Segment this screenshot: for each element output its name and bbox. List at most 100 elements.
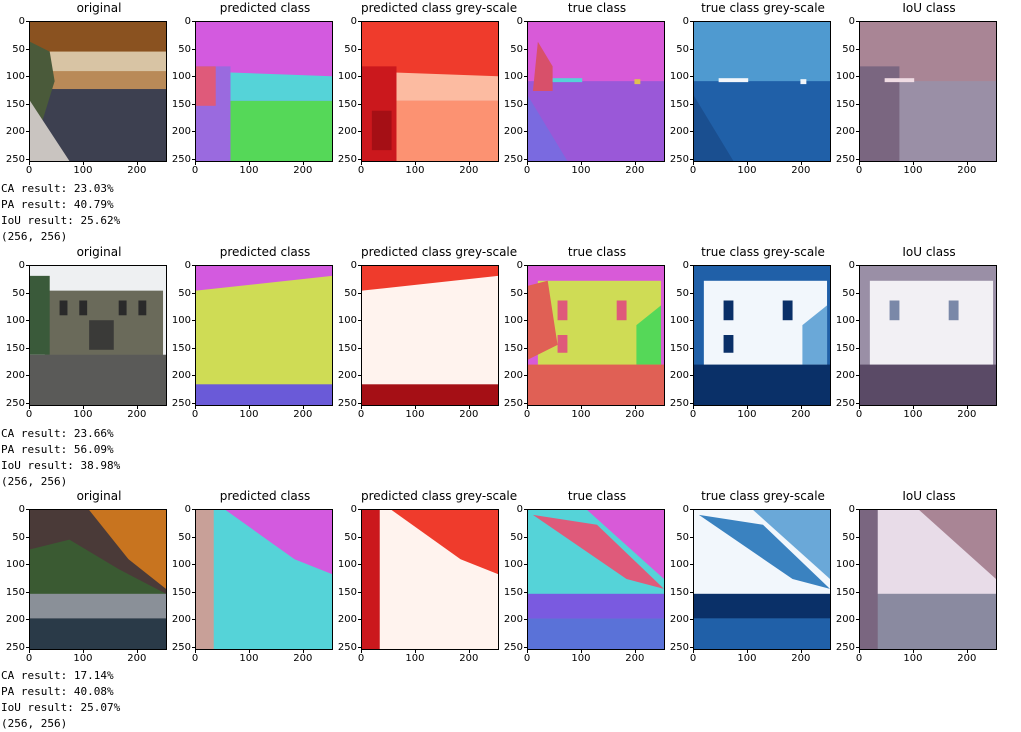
- x-tick-mark: [29, 650, 30, 653]
- y-tick-label: 50: [510, 287, 523, 299]
- panel-original: original 0 50 100 150 200 250 0 100 200: [6, 489, 175, 664]
- y-tick-label: 0: [350, 16, 357, 27]
- y-tick-mark: [690, 347, 693, 349]
- y-tick-mark: [690, 591, 693, 593]
- y-tick-mark: [524, 48, 527, 50]
- x-tick-mark: [82, 162, 84, 165]
- shape-result: (256, 256): [1, 475, 68, 488]
- y-tick-label: 200: [835, 126, 855, 138]
- y-tick-mark: [856, 536, 859, 538]
- y-tick-mark: [358, 347, 361, 349]
- y-tick-mark: [856, 564, 859, 566]
- y-tick-label: 50: [510, 531, 523, 543]
- x-tick-label: 200: [791, 653, 811, 664]
- y-tick-mark: [26, 158, 29, 160]
- y-tick-label: 100: [669, 315, 689, 327]
- x-tick-label: 100: [405, 165, 425, 176]
- y-tick-label: 150: [835, 586, 855, 598]
- x-tick-label: 0: [357, 653, 365, 664]
- y-tick-mark: [690, 375, 693, 377]
- y-tick-mark: [690, 48, 693, 50]
- y-tick-mark: [690, 158, 693, 160]
- y-tick-mark: [192, 509, 195, 510]
- image-predicted-class-grey: [361, 21, 499, 162]
- y-tick-label: 100: [669, 559, 689, 571]
- x-tick-label: 200: [127, 165, 147, 176]
- y-tick-label: 0: [682, 260, 689, 271]
- y-tick-label: 0: [350, 260, 357, 271]
- panel-true-class-grey: true class grey-scale 0 50 100 150 200 250 0 10…: [670, 490, 839, 664]
- x-tick-mark: [302, 650, 304, 653]
- y-tick-mark: [192, 375, 195, 377]
- y-tick-mark: [856, 509, 859, 510]
- panel-true-class-grey: true class grey-scale 0 50 100 150 200 250 0 10…: [670, 2, 839, 176]
- y-tick-mark: [358, 158, 361, 160]
- y-tick-label: 250: [337, 397, 357, 409]
- x-tick-mark: [800, 406, 802, 409]
- x-tick-mark: [468, 162, 470, 165]
- x-tick-label: 0: [191, 165, 199, 176]
- x-tick-label: 200: [459, 653, 479, 664]
- image-predicted-class: [195, 21, 333, 162]
- y-tick-mark: [358, 509, 361, 510]
- panel-original: original 0 50 100 150 200 250 0 100 200: [6, 1, 175, 176]
- y-tick-label: 150: [503, 98, 523, 110]
- panel-title: predicted class grey-scale: [361, 489, 518, 503]
- y-tick-label: 150: [171, 586, 191, 598]
- y-tick-label: 100: [503, 71, 523, 83]
- y-tick-mark: [856, 646, 859, 648]
- y-tick-mark: [524, 536, 527, 538]
- x-tick-label: 100: [239, 165, 259, 176]
- y-tick-label: 50: [842, 531, 855, 543]
- image-true-class-grey: [693, 265, 831, 406]
- y-tick-label: 50: [676, 531, 689, 543]
- y-tick-label: 100: [503, 559, 523, 571]
- panel-title: predicted class grey-scale: [361, 245, 518, 259]
- y-tick-mark: [358, 320, 361, 322]
- y-tick-label: 200: [669, 370, 689, 382]
- y-tick-mark: [192, 76, 195, 78]
- y-tick-label: 200: [669, 614, 689, 626]
- y-tick-label: 50: [178, 287, 191, 299]
- x-tick-label: 100: [737, 409, 757, 420]
- x-tick-mark: [195, 406, 196, 409]
- y-tick-mark: [524, 103, 527, 105]
- y-tick-label: 200: [5, 126, 25, 138]
- y-tick-label: 150: [337, 98, 357, 110]
- y-tick-mark: [690, 536, 693, 538]
- y-tick-mark: [524, 76, 527, 78]
- y-tick-mark: [192, 347, 195, 349]
- panel-title: predicted class: [219, 245, 311, 259]
- y-tick-label: 50: [12, 43, 25, 55]
- image-iou-class: [859, 21, 997, 162]
- y-tick-label: 0: [682, 504, 689, 515]
- y-tick-label: 150: [5, 586, 25, 598]
- y-tick-label: 250: [171, 153, 191, 165]
- panel-title: original: [76, 1, 122, 15]
- panel-iou-class: IoU class 0 50 100 150 200 250 0 100 200: [836, 490, 1005, 664]
- x-tick-mark: [29, 406, 30, 409]
- y-tick-mark: [690, 564, 693, 566]
- y-tick-label: 250: [835, 641, 855, 653]
- y-tick-label: 250: [503, 153, 523, 165]
- panel-true-class: true class 0 50 100 150 200 250 0 100 200: [504, 246, 673, 420]
- panel-true-class-grey: true class grey-scale 0 50 100 150 200 250 0 10…: [670, 246, 839, 420]
- panel-title: original: [76, 489, 122, 503]
- x-tick-label: 100: [737, 165, 757, 176]
- x-tick-label: 0: [25, 165, 33, 176]
- y-tick-mark: [192, 21, 195, 22]
- y-tick-label: 200: [503, 614, 523, 626]
- y-tick-label: 200: [835, 370, 855, 382]
- x-tick-label: 200: [625, 409, 645, 420]
- x-tick-label: 100: [239, 409, 259, 420]
- x-tick-mark: [746, 650, 748, 653]
- y-tick-label: 250: [337, 641, 357, 653]
- x-tick-label: 0: [855, 653, 863, 664]
- y-tick-mark: [192, 158, 195, 160]
- y-tick-label: 150: [337, 586, 357, 598]
- x-tick-mark: [912, 162, 914, 165]
- y-tick-label: 150: [503, 342, 523, 354]
- x-tick-mark: [527, 406, 528, 409]
- x-tick-mark: [414, 406, 416, 409]
- y-tick-mark: [856, 21, 859, 22]
